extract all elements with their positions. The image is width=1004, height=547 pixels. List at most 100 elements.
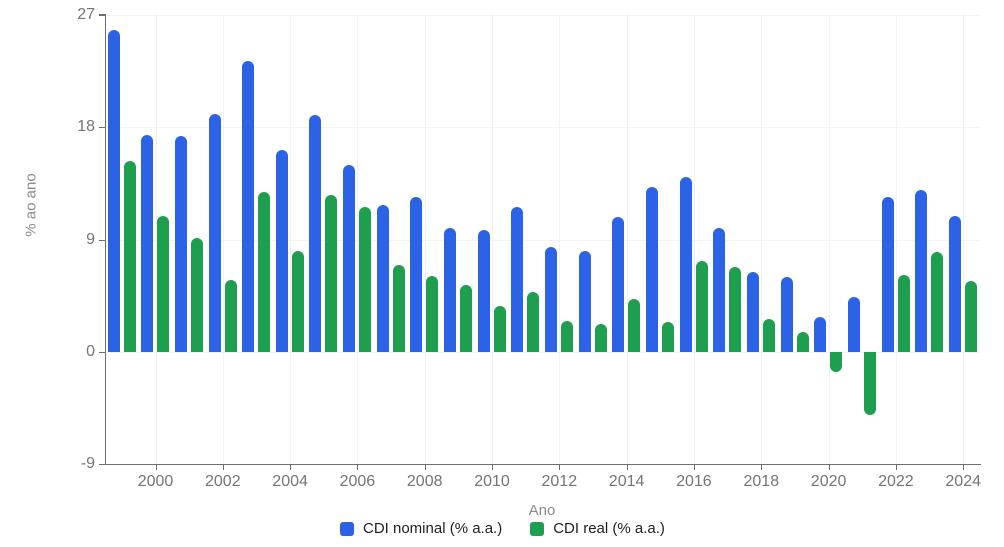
x-tick-label: 2024: [945, 473, 981, 490]
y-tick-label: 0: [86, 342, 95, 360]
v-gridline: [492, 14, 493, 464]
bar-nominal-2019[interactable]: [780, 277, 793, 352]
bar-nominal-2008[interactable]: [410, 197, 423, 352]
bar-real-2003[interactable]: [258, 192, 271, 352]
bar-real-2006[interactable]: [359, 207, 372, 352]
bar-nominal-2021[interactable]: [847, 296, 860, 352]
bar-real-2018[interactable]: [762, 319, 775, 352]
bar-real-2005[interactable]: [325, 194, 338, 352]
bar-nominal-2020[interactable]: [814, 316, 827, 352]
bar-nominal-2000[interactable]: [141, 134, 154, 352]
cdi-real-swatch-icon: [530, 521, 545, 536]
bar-nominal-2006[interactable]: [343, 164, 356, 352]
h-gridline: [105, 239, 980, 241]
y-tick-mark: [99, 464, 105, 465]
bar-real-2014[interactable]: [628, 299, 641, 352]
h-gridline: [105, 15, 980, 17]
legend-item-cdi-nominal[interactable]: CDI nominal (% a.a.): [340, 520, 502, 537]
bar-nominal-2005[interactable]: [309, 114, 322, 352]
x-tick-label: 2012: [541, 473, 578, 490]
bar-nominal-2007[interactable]: [376, 204, 389, 352]
x-tick-label: 2014: [608, 473, 645, 490]
bar-real-2001[interactable]: [190, 238, 203, 352]
v-gridline: [963, 14, 965, 464]
v-gridline: [828, 14, 830, 464]
bar-real-2020[interactable]: [830, 351, 843, 372]
bar-real-2021[interactable]: [863, 351, 876, 416]
v-gridline: [357, 14, 359, 464]
bar-nominal-2014[interactable]: [612, 217, 625, 352]
x-tick-label: 2016: [676, 473, 712, 490]
x-tick-mark: [761, 464, 763, 470]
bar-nominal-2001[interactable]: [174, 136, 187, 352]
bar-real-2024[interactable]: [964, 280, 977, 352]
bar-nominal-2023[interactable]: [915, 189, 928, 352]
bar-real-2015[interactable]: [662, 321, 674, 352]
legend-label-cdi-real: CDI real (% a.a.): [553, 520, 665, 537]
y-axis-top-tick: [99, 14, 105, 15]
x-tick-mark: [357, 464, 359, 470]
y-tick-mark: [99, 351, 105, 353]
x-tick-mark: [895, 464, 897, 470]
x-tick-label: 2008: [406, 473, 443, 490]
v-gridline: [693, 14, 695, 464]
bar-nominal-2011[interactable]: [511, 207, 524, 352]
bar-nominal-2022[interactable]: [881, 197, 894, 352]
bar-real-1999[interactable]: [123, 161, 136, 352]
bar-real-2009[interactable]: [460, 284, 472, 352]
x-tick-mark: [963, 464, 965, 470]
bar-nominal-2004[interactable]: [275, 149, 288, 352]
y-tick-label: -9: [80, 455, 95, 472]
x-tick-mark: [424, 464, 426, 470]
legend-item-cdi-real[interactable]: CDI real (% a.a.): [530, 520, 665, 537]
h-gridline: [105, 351, 980, 353]
x-axis-title: Ano: [528, 502, 556, 519]
bar-real-2010[interactable]: [493, 305, 506, 352]
bar-nominal-2009[interactable]: [444, 228, 456, 352]
legend-label-cdi-nominal: CDI nominal (% a.a.): [363, 520, 503, 537]
y-tick-label: 9: [86, 230, 95, 248]
bar-nominal-2015[interactable]: [646, 187, 658, 352]
bar-real-2012[interactable]: [561, 320, 573, 352]
y-tick-label: 27: [77, 6, 95, 24]
bar-real-2023[interactable]: [931, 252, 944, 352]
bar-real-2008[interactable]: [426, 275, 439, 352]
y-axis-title: % ao ano: [22, 173, 40, 237]
bar-real-2004[interactable]: [291, 250, 304, 352]
bar-real-2007[interactable]: [392, 264, 405, 352]
bar-real-2016[interactable]: [695, 260, 708, 352]
bar-nominal-2018[interactable]: [746, 272, 759, 352]
bar-nominal-2003[interactable]: [242, 61, 255, 352]
bar-nominal-2012[interactable]: [545, 247, 557, 352]
bar-real-2013[interactable]: [594, 324, 607, 352]
x-tick-label: 2010: [474, 473, 510, 490]
bar-real-2019[interactable]: [796, 331, 809, 352]
bar-nominal-2002[interactable]: [208, 113, 221, 352]
x-tick-mark: [693, 464, 695, 470]
bar-nominal-2010[interactable]: [477, 229, 490, 352]
bar-real-2022[interactable]: [897, 274, 910, 352]
bar-nominal-2013[interactable]: [578, 250, 591, 352]
bar-nominal-2016[interactable]: [679, 177, 692, 352]
v-gridline: [895, 14, 897, 464]
x-tick-label: 2022: [878, 473, 914, 490]
y-tick-mark: [99, 127, 105, 129]
bar-real-2000[interactable]: [157, 215, 170, 352]
x-tick-label: 2002: [205, 473, 241, 490]
v-gridline: [155, 14, 157, 464]
bar-real-2002[interactable]: [224, 279, 237, 352]
v-gridline: [626, 14, 628, 464]
x-tick-mark: [222, 464, 224, 470]
y-axis-line: [105, 14, 106, 464]
v-gridline: [424, 14, 426, 464]
bar-real-2017[interactable]: [729, 267, 742, 352]
bar-nominal-2024[interactable]: [948, 215, 961, 352]
legend: CDI nominal (% a.a.) CDI real (% a.a.): [340, 520, 665, 537]
x-tick-label: 2004: [272, 473, 308, 490]
bar-nominal-1999[interactable]: [107, 30, 120, 352]
cdi-nominal-swatch-icon: [340, 521, 354, 536]
x-axis-line: [105, 464, 981, 465]
bar-real-2011[interactable]: [527, 291, 540, 352]
bar-nominal-2017[interactable]: [713, 228, 726, 352]
